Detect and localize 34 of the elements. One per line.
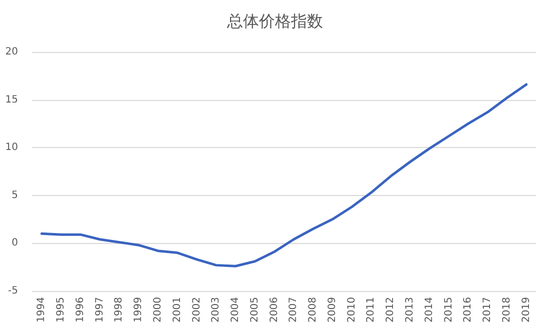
x-tick-label: 2007 xyxy=(288,297,300,322)
x-tick-label: 1997 xyxy=(94,297,106,322)
x-tick-label: 2019 xyxy=(520,297,532,322)
y-tick-label: 20 xyxy=(5,46,18,58)
x-tick-label: 2011 xyxy=(366,297,377,322)
x-tick-label: 2008 xyxy=(308,297,319,322)
x-tick-label: 2005 xyxy=(249,297,260,322)
x-tick-label: 2018 xyxy=(501,297,512,322)
x-tick-label: 2013 xyxy=(404,297,416,322)
x-tick-label: 2015 xyxy=(443,297,454,322)
x-tick-label: 1996 xyxy=(74,297,86,322)
y-tick-label: -5 xyxy=(8,286,18,296)
x-tick-label: 2017 xyxy=(482,297,494,322)
x-tick-label: 2003 xyxy=(210,297,222,322)
x-tick-label: 1999 xyxy=(133,297,144,322)
x-tick-label: 1994 xyxy=(36,297,48,322)
x-tick-label: 2002 xyxy=(191,297,202,322)
x-tick-label: 2012 xyxy=(385,297,396,322)
chart-title: 总体价格指数 xyxy=(226,12,323,30)
x-tick-label: 2010 xyxy=(346,297,358,322)
line-series xyxy=(40,83,528,268)
x-tick-label: 2006 xyxy=(268,297,280,322)
x-tick-label: 2014 xyxy=(424,297,435,322)
x-tick-label: 2004 xyxy=(230,297,242,322)
x-tick-label: 2000 xyxy=(152,297,164,322)
x-tick-label: 2001 xyxy=(172,297,183,322)
x-tick-label: 1998 xyxy=(114,297,125,322)
y-tick-label: 0 xyxy=(12,238,18,249)
x-tick-label: 2016 xyxy=(462,297,474,322)
x-tick-label: 1995 xyxy=(56,297,67,322)
x-tick-label: 2009 xyxy=(326,297,338,322)
y-tick-label: 5 xyxy=(12,190,18,201)
y-tick-label: 10 xyxy=(5,142,18,154)
y-tick-label: 15 xyxy=(5,94,18,106)
